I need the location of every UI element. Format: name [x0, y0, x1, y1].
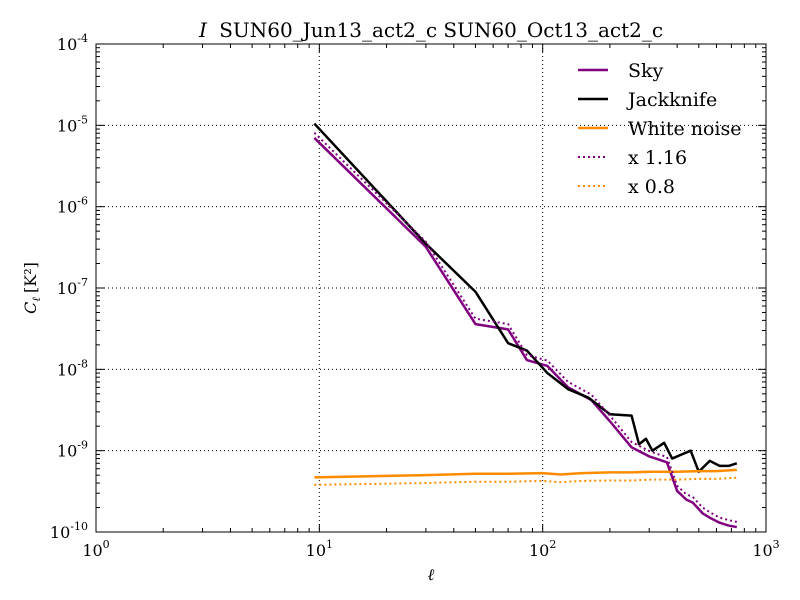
- x-axis-label: ℓ: [428, 565, 435, 584]
- ticks: [95, 43, 767, 533]
- chart-title-prefix: I: [198, 18, 208, 42]
- chart-title-text: SUN60_Jun13_act2_c SUN60_Oct13_act2_c: [219, 18, 663, 42]
- x-tick-label: 101: [306, 538, 333, 560]
- chart-title: I SUN60_Jun13_act2_c SUN60_Oct13_act2_c: [198, 18, 663, 42]
- y-tick-label: 10-9: [57, 439, 88, 461]
- y-tick-label: 10-6: [57, 195, 88, 217]
- y-tick-label: 10-4: [57, 32, 88, 54]
- series-line-sky: [313, 137, 738, 529]
- series-line-white-noise: [314, 468, 737, 479]
- series-line-x-0-8: [314, 476, 737, 486]
- x-tick-label: 100: [82, 538, 109, 560]
- y-axis-label-unit: [K²]: [21, 262, 40, 293]
- x-tick-label: 102: [529, 538, 556, 560]
- y-tick-label: 10-5: [57, 113, 88, 135]
- y-tick-label: 10-7: [57, 276, 88, 298]
- y-axis-label-main: C: [21, 302, 40, 314]
- y-tick-label: 10-8: [57, 357, 88, 379]
- tick-labels: 100 101 102 103 10-10 10-9 10-8 10-7 10-6 10-5 10-…: [50, 32, 780, 560]
- legend: Sky Jackknife White noise x 1.16 x 0.8: [578, 60, 742, 198]
- grid: [96, 44, 766, 532]
- y-axis-label-sub: ℓ: [30, 297, 43, 302]
- legend-label: Jackknife: [626, 89, 717, 111]
- series-line-jackknife: [313, 122, 738, 474]
- legend-label: x 0.8: [628, 176, 675, 198]
- x-tick-label: 103: [752, 538, 779, 560]
- y-axis-label: Cℓ [K²]: [21, 262, 43, 314]
- series-line-x-1-16: [313, 132, 738, 523]
- legend-label: White noise: [628, 118, 742, 140]
- series-group: [313, 122, 738, 529]
- legend-label: x 1.16: [628, 147, 687, 169]
- y-tick-label: 10-10: [50, 520, 88, 542]
- legend-label: Sky: [628, 60, 664, 82]
